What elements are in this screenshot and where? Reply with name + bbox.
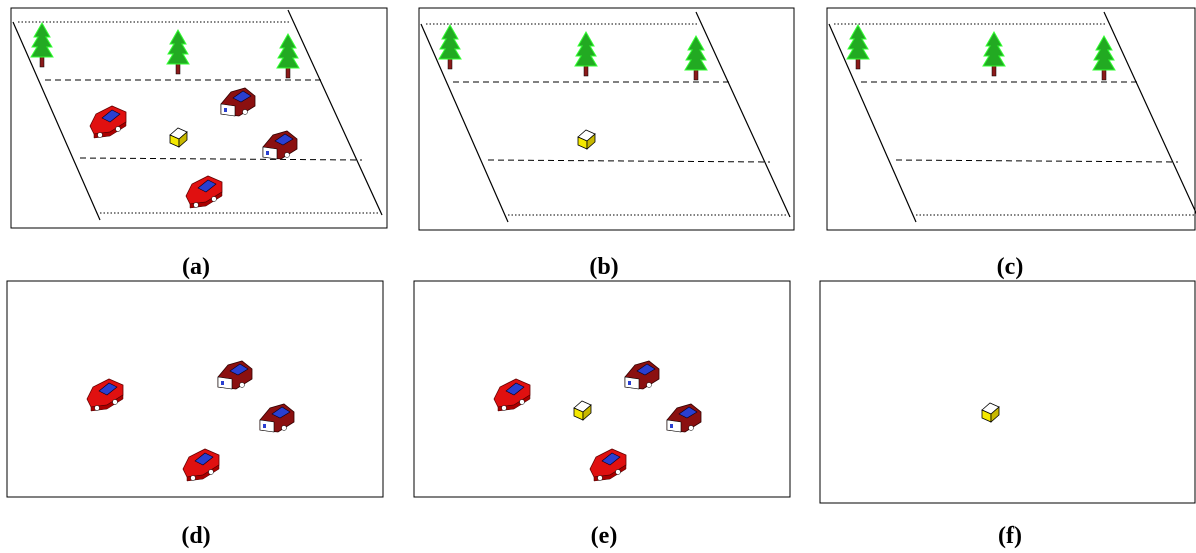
- panel-d: [7, 281, 383, 497]
- figure: (a) (b) (c) (d) (e) (f): [0, 0, 1196, 553]
- panel-label: (f): [998, 523, 1022, 549]
- panel-c: [827, 8, 1196, 230]
- panel-b: [419, 8, 794, 230]
- panel-a: [11, 8, 387, 228]
- panel-f: [820, 281, 1195, 503]
- panel-label: (d): [181, 523, 210, 549]
- panel-e: [414, 281, 790, 497]
- panel-label: (e): [591, 523, 618, 549]
- panel-label: (c): [997, 254, 1024, 280]
- panel-label: (b): [589, 254, 618, 280]
- panel-label: (a): [182, 254, 210, 280]
